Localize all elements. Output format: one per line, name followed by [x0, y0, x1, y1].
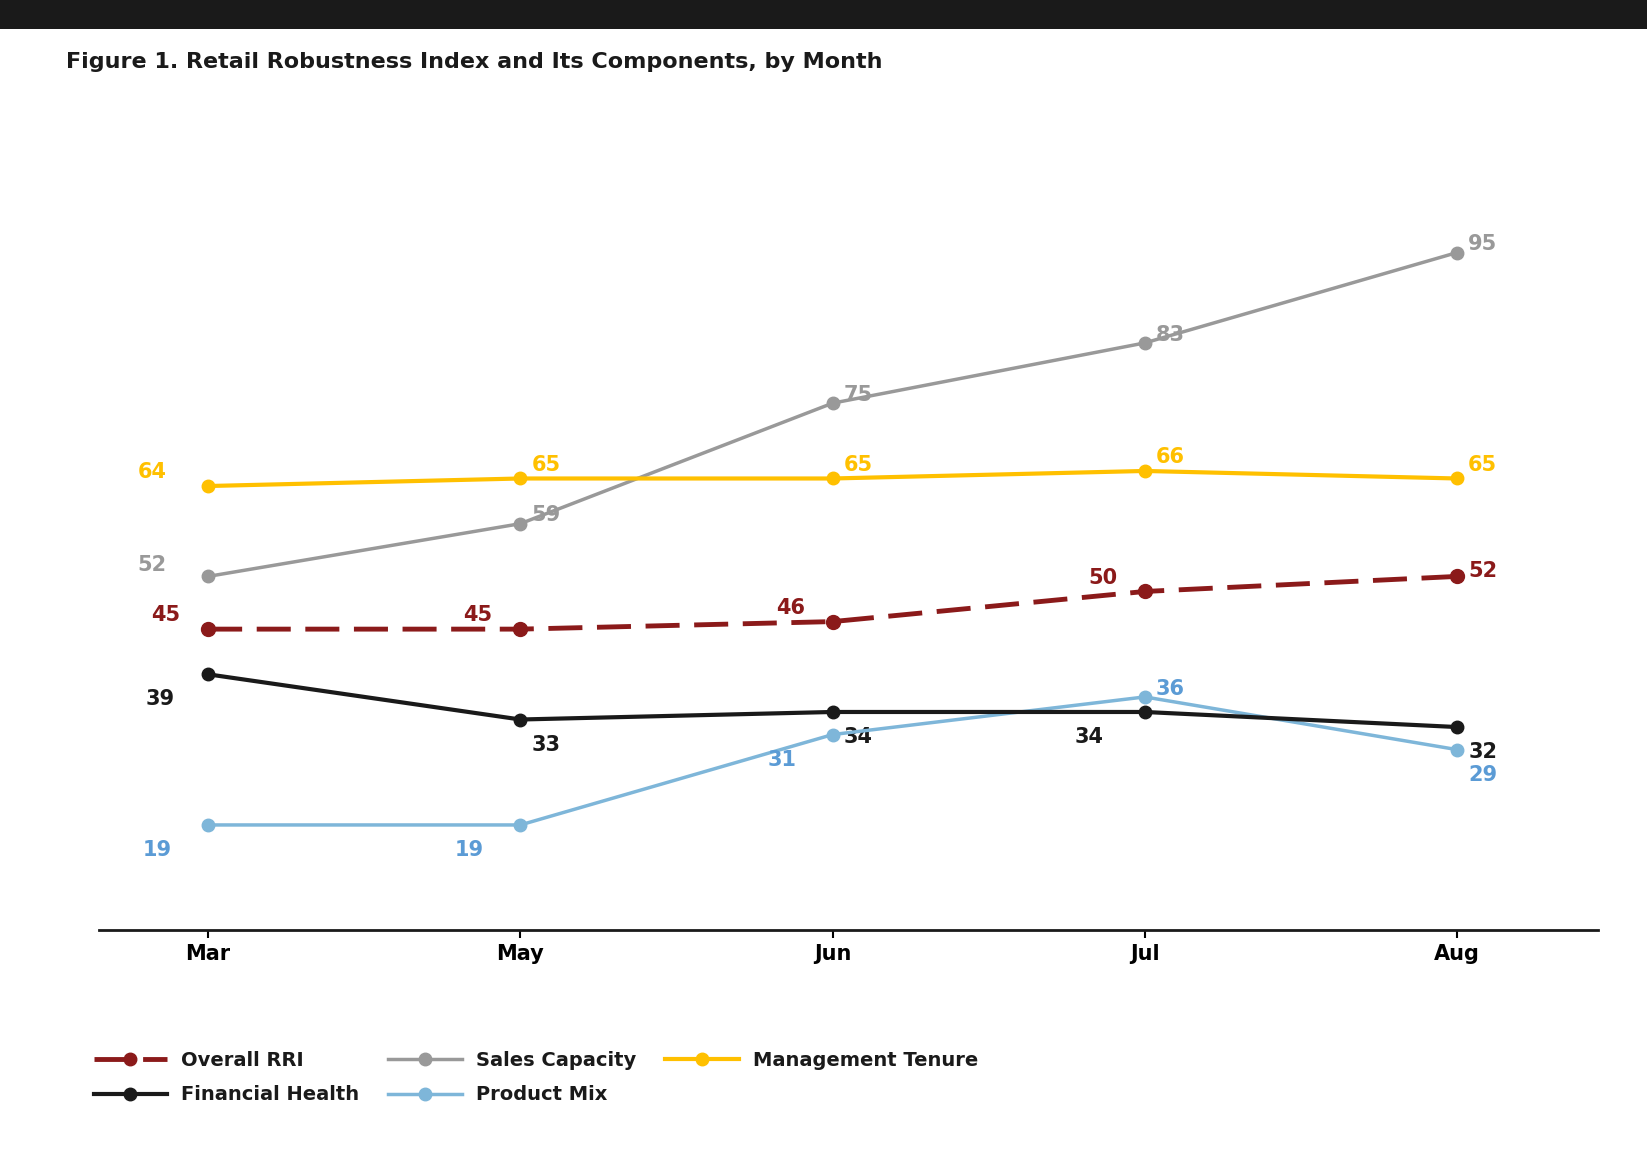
Text: 33: 33 — [532, 735, 560, 755]
Text: Figure 1. Retail Robustness Index and Its Components, by Month: Figure 1. Retail Robustness Index and It… — [66, 52, 883, 72]
Text: 65: 65 — [1467, 455, 1497, 475]
Text: 29: 29 — [1467, 764, 1497, 785]
Text: 19: 19 — [143, 840, 171, 859]
Text: 50: 50 — [1089, 568, 1117, 587]
Text: 31: 31 — [768, 750, 797, 770]
Text: 46: 46 — [776, 598, 805, 618]
Text: 45: 45 — [463, 605, 492, 626]
Text: 95: 95 — [1467, 234, 1497, 255]
Text: 64: 64 — [137, 462, 166, 483]
Legend: Overall RRI, Financial Health, Sales Capacity, Product Mix, Management Tenure: Overall RRI, Financial Health, Sales Cap… — [94, 1051, 978, 1105]
Text: 65: 65 — [532, 455, 560, 475]
Text: 66: 66 — [1156, 447, 1184, 468]
Text: 83: 83 — [1156, 324, 1184, 344]
Text: 34: 34 — [843, 727, 873, 747]
Text: 65: 65 — [843, 455, 873, 475]
Text: 32: 32 — [1467, 742, 1497, 762]
Text: 52: 52 — [137, 555, 166, 576]
Text: 34: 34 — [1074, 727, 1103, 747]
Text: 52: 52 — [1467, 561, 1497, 580]
Text: 39: 39 — [145, 690, 175, 709]
Text: 36: 36 — [1156, 678, 1184, 699]
Text: 59: 59 — [532, 506, 560, 526]
Text: 45: 45 — [152, 605, 180, 626]
Text: 75: 75 — [843, 385, 873, 405]
Text: 19: 19 — [455, 840, 484, 859]
